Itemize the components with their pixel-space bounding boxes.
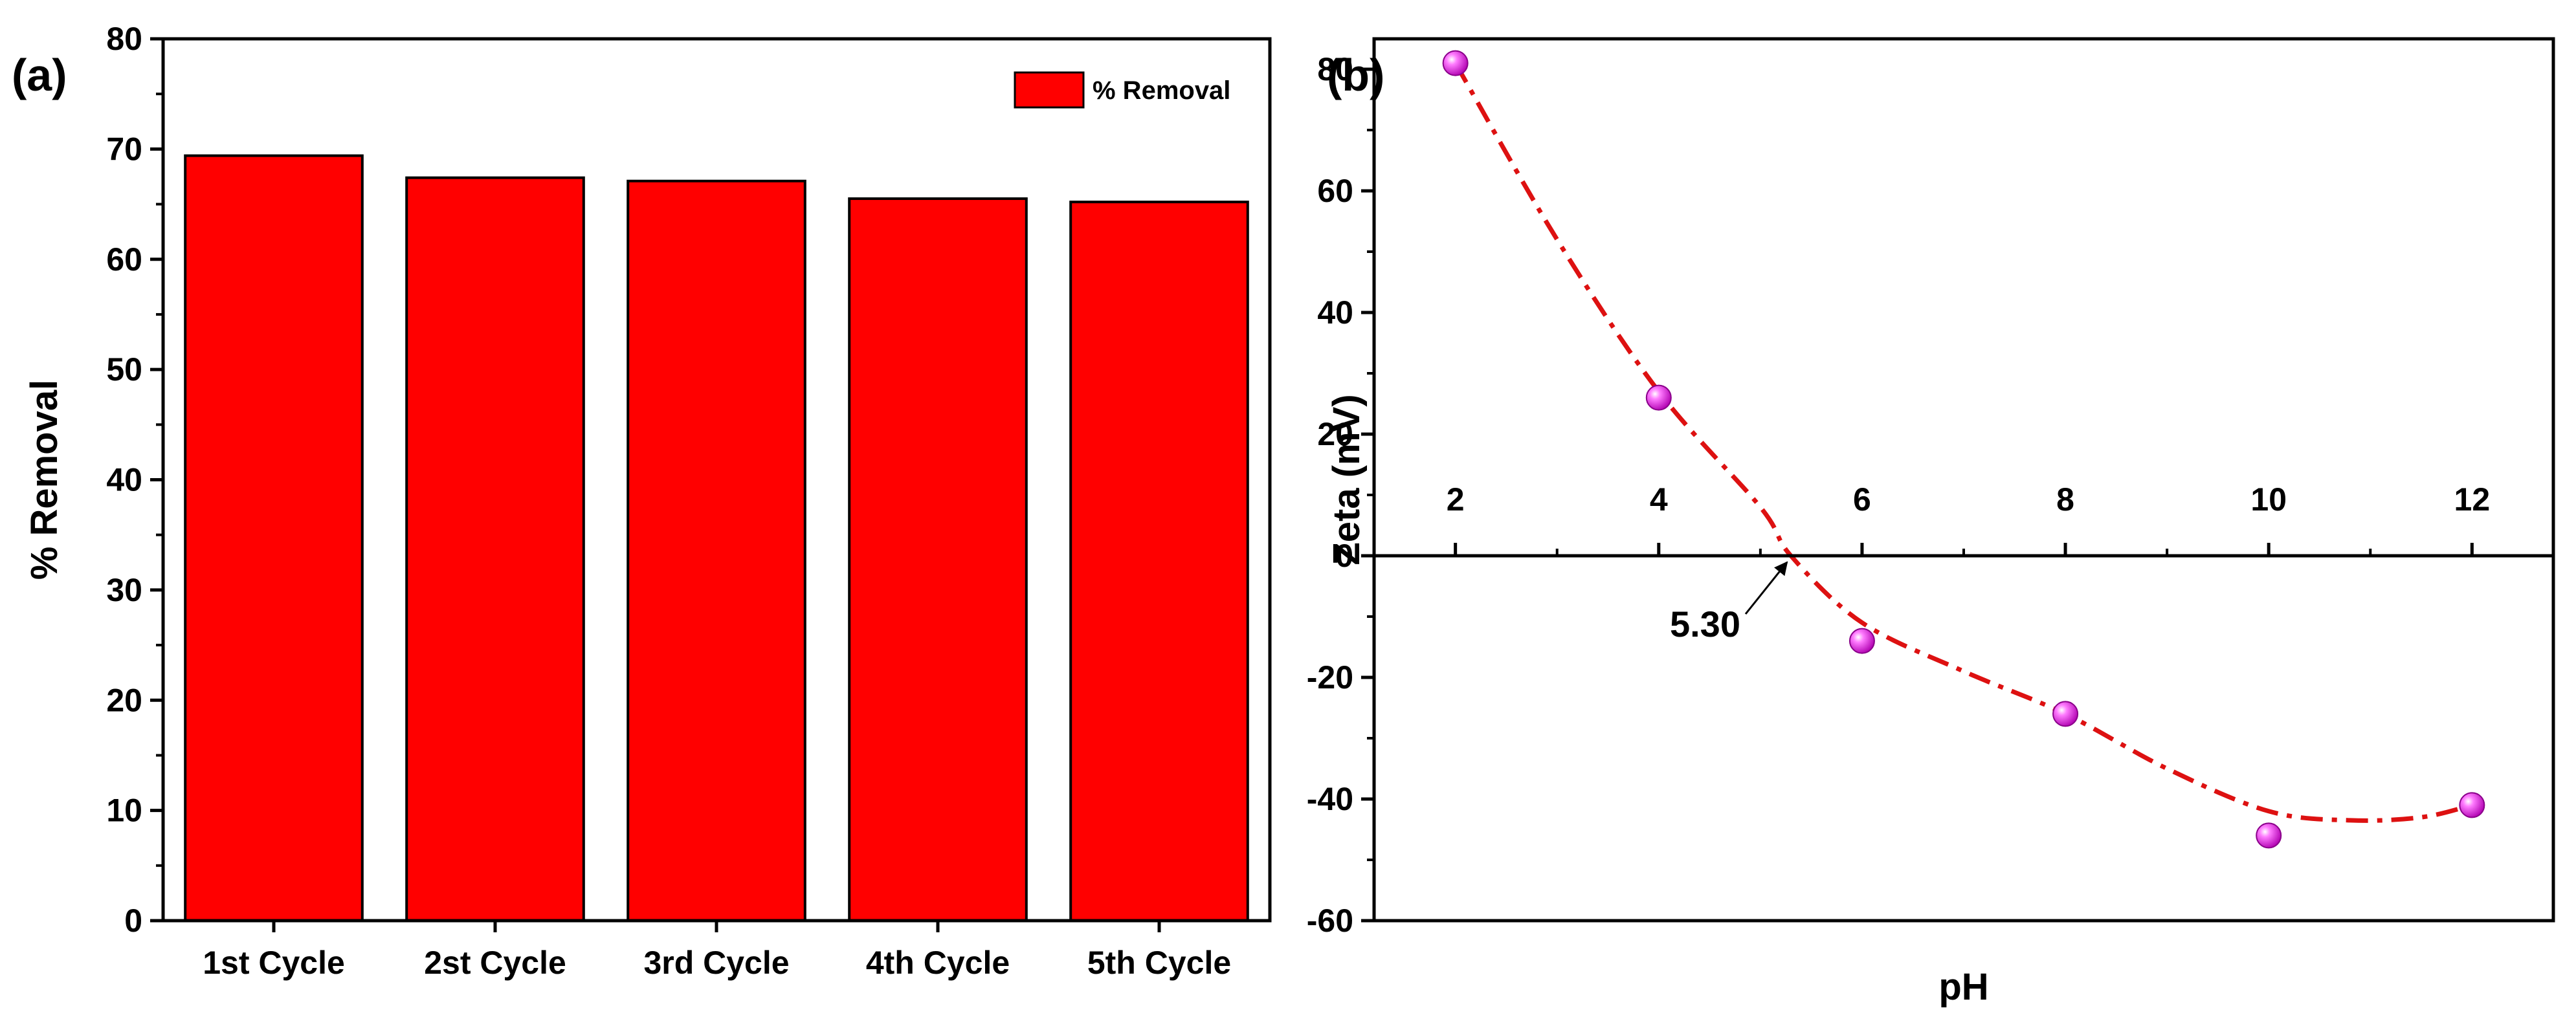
x-tick-label: 12 [2454, 481, 2491, 518]
y-axis-title: % Removal [23, 380, 65, 580]
x-tick-label: 5th Cycle [1087, 945, 1231, 981]
panel-label-a: (a) [12, 50, 67, 100]
y-tick-label: 40 [106, 462, 142, 498]
data-points [1442, 50, 2485, 849]
bar [1069, 201, 1249, 922]
y-tick-label: -40 [1307, 781, 1353, 817]
bar-chart-panel: (a) 0 10 20 30 40 50 60 70 80 1st Cycle 2st Cycle… [12, 21, 1272, 981]
legend: % Removal [1014, 71, 1230, 109]
plot-frame [1372, 37, 2555, 923]
data-point [2052, 701, 2079, 727]
y-tick-label: 60 [1317, 173, 1353, 209]
y-tick-label: 0 [124, 903, 142, 939]
y-tick-label: -60 [1307, 903, 1353, 939]
y-axis-title: Zeta (mV) [1326, 394, 1368, 565]
annotation-label: 5.30 [1670, 604, 1740, 644]
x-tick-label: 6 [1853, 481, 1871, 518]
y-tick-label: 10 [106, 793, 142, 829]
data-point [2256, 822, 2282, 849]
data-point [1849, 628, 1875, 654]
y-tick-label: 20 [1317, 416, 1353, 452]
y-axis-ticks: 0 10 20 30 40 50 60 70 80 [106, 21, 163, 939]
y-tick-label: 80 [1317, 51, 1353, 87]
fit-curve [1453, 61, 2473, 823]
data-point [1442, 50, 1469, 76]
x-tick-label: 4 [1650, 481, 1668, 518]
y-tick-label: 40 [1317, 294, 1353, 331]
bar [184, 154, 364, 922]
y-tick-label: 80 [106, 21, 142, 57]
y-tick-label: 60 [106, 241, 142, 278]
y-tick-label: 50 [106, 351, 142, 388]
legend-label: % Removal [1093, 76, 1230, 105]
data-point [2459, 792, 2485, 818]
x-tick-label: 1st Cycle [203, 945, 345, 981]
y-tick-label: 20 [106, 682, 142, 718]
legend-swatch [1014, 71, 1085, 109]
x-tick-label: 2st Cycle [424, 945, 566, 981]
y-tick-label: 70 [106, 131, 142, 167]
annotation-arrow [1744, 561, 1788, 615]
x-tick-label: 2 [1447, 481, 1465, 518]
data-point [1645, 384, 1672, 411]
y-tick-label: 0 [1335, 538, 1353, 574]
bar-series: 1st Cycle 2st Cycle 3rd Cycle 4th Cycle 5th … [184, 154, 1249, 981]
bar [848, 197, 1028, 923]
plot-frame [161, 37, 1272, 923]
axis-ticks: -60 -40 -20 0 20 40 60 80 2 4 6 8 10 12 [1307, 51, 2490, 939]
x-tick-label: 8 [2056, 481, 2074, 518]
y-tick-label: -20 [1307, 659, 1353, 696]
x-tick-label: 3rd Cycle [643, 945, 789, 981]
x-tick-label: 10 [2250, 481, 2287, 518]
x-tick-label: 4th Cycle [866, 945, 1010, 981]
x-axis-title: pH [1938, 966, 1988, 1008]
bar [405, 176, 585, 922]
bar [627, 179, 806, 923]
y-tick-label: 30 [106, 572, 142, 608]
